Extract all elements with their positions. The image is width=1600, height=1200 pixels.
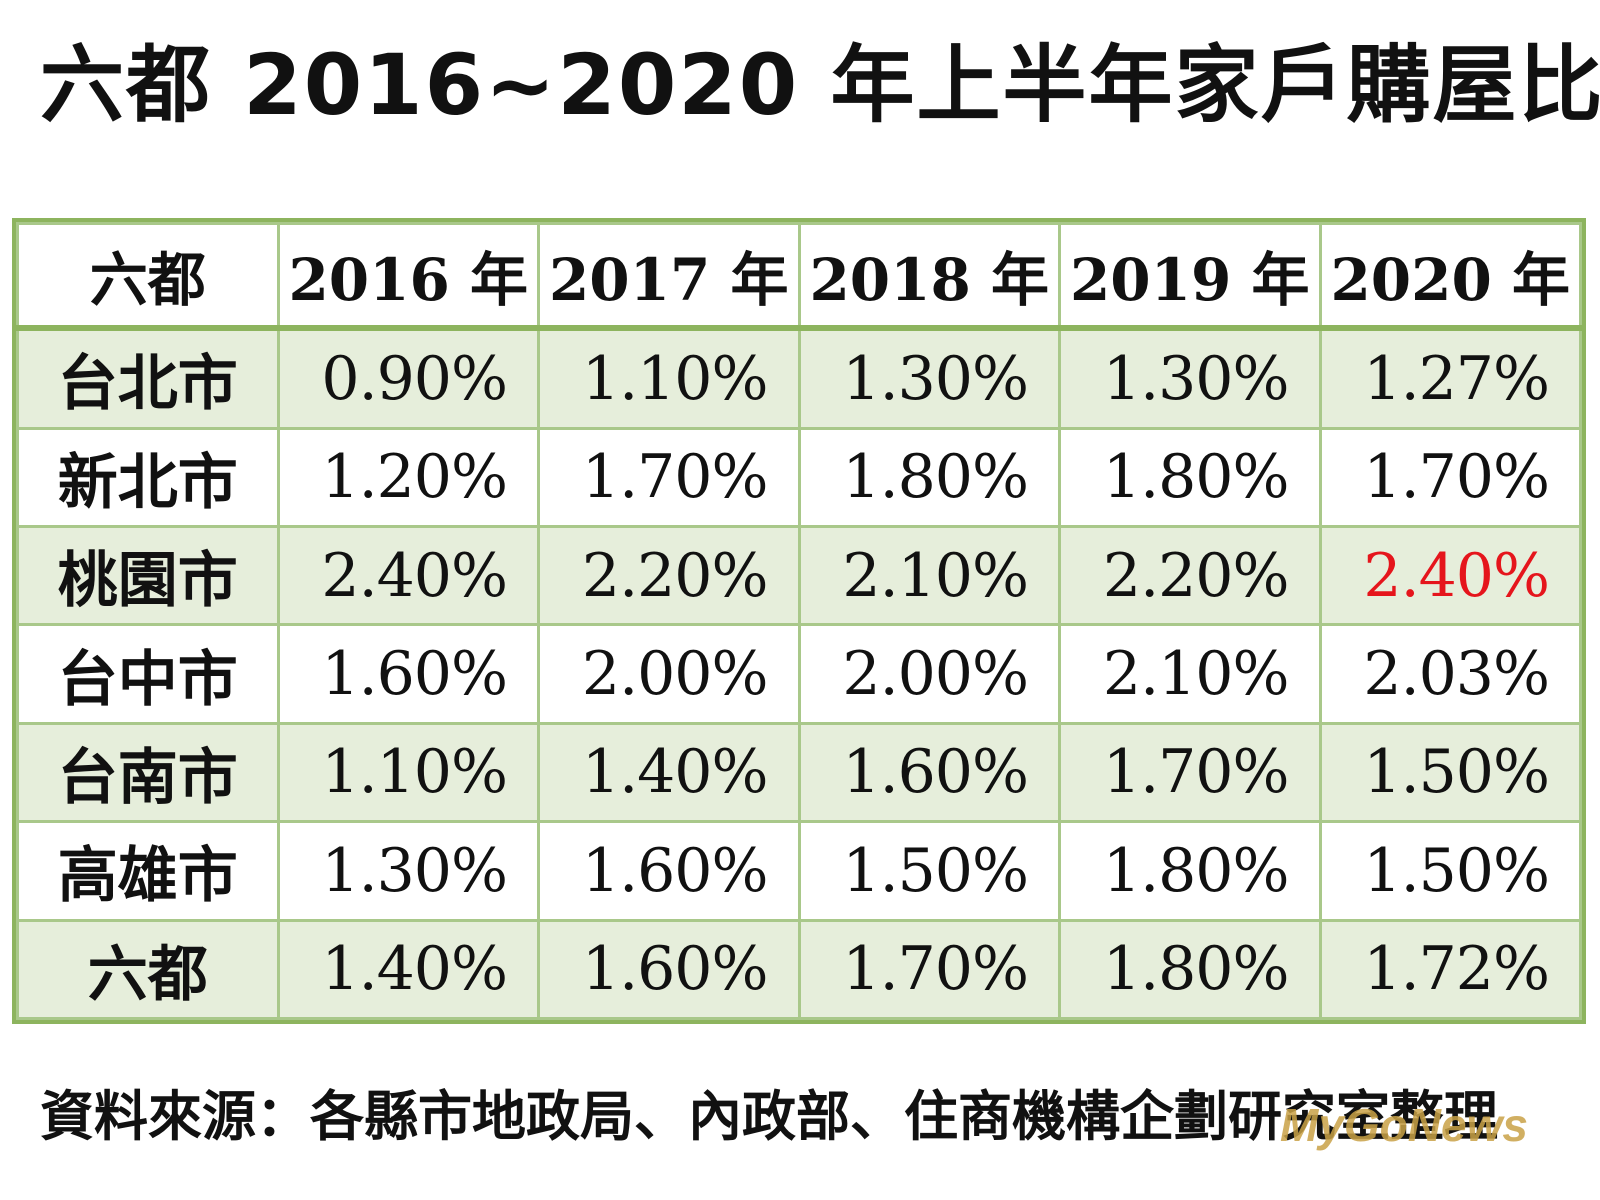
row-city-label: 六都 <box>16 918 280 1021</box>
value-cell: 2.00% <box>797 623 1061 725</box>
value-cell: 1.70% <box>797 918 1061 1021</box>
value-cell: 1.60% <box>537 918 801 1021</box>
column-header: 2016 年 <box>276 222 540 331</box>
row-city-label: 高雄市 <box>16 820 280 922</box>
table-row: 高雄市 1.30% 1.60% 1.50% 1.80% 1.50% <box>16 820 1582 922</box>
value-cell: 1.72% <box>1318 918 1582 1021</box>
value-cell: 1.70% <box>537 426 801 528</box>
column-header: 2020 年 <box>1318 222 1582 331</box>
value-cell: 1.40% <box>276 918 540 1021</box>
watermark-logo: MyGoNews <box>1280 1099 1528 1151</box>
value-cell: 1.30% <box>276 820 540 922</box>
table-row: 台中市 1.60% 2.00% 2.00% 2.10% 2.03% <box>16 623 1582 725</box>
value-cell: 1.10% <box>537 326 801 430</box>
value-cell: 1.30% <box>1058 326 1322 430</box>
value-cell: 2.20% <box>537 524 801 627</box>
value-cell: 1.80% <box>1058 426 1322 528</box>
table-row: 新北市 1.20% 1.70% 1.80% 1.80% 1.70% <box>16 426 1582 528</box>
column-header: 六都 <box>16 222 280 331</box>
value-cell: 0.90% <box>276 326 540 430</box>
column-header: 2019 年 <box>1058 222 1322 331</box>
value-cell: 1.20% <box>276 426 540 528</box>
value-cell: 2.20% <box>1058 524 1322 627</box>
value-cell: 1.50% <box>1318 721 1582 824</box>
row-city-label: 台南市 <box>16 721 280 824</box>
table-row: 台北市 0.90% 1.10% 1.30% 1.30% 1.27% <box>16 326 1582 430</box>
data-table-container: 六都 2016 年 2017 年 2018 年 2019 年 2020 年 台北… <box>12 218 1586 1024</box>
value-cell: 1.60% <box>537 820 801 922</box>
value-cell: 1.60% <box>276 623 540 725</box>
table-row: 台南市 1.10% 1.40% 1.60% 1.70% 1.50% <box>16 721 1582 824</box>
column-header: 2018 年 <box>797 222 1061 331</box>
value-cell: 1.80% <box>797 426 1061 528</box>
value-cell: 2.03% <box>1318 623 1582 725</box>
table-row: 桃園市 2.40% 2.20% 2.10% 2.20% 2.40% <box>16 524 1582 627</box>
table-body: 台北市 0.90% 1.10% 1.30% 1.30% 1.27% 新北市 1.20% 1.70… <box>16 326 1582 1021</box>
chart-title: 六都 2016~2020 年上半年家戶購屋比 <box>40 36 1600 134</box>
header-row: 六都 2016 年 2017 年 2018 年 2019 年 2020 年 <box>16 222 1582 331</box>
value-cell: 1.50% <box>1318 820 1582 922</box>
value-cell: 2.10% <box>1058 623 1322 725</box>
column-header: 2017 年 <box>537 222 801 331</box>
value-cell: 1.50% <box>797 820 1061 922</box>
value-cell-highlight: 2.40% <box>1318 524 1582 627</box>
value-cell: 1.10% <box>276 721 540 824</box>
data-table: 六都 2016 年 2017 年 2018 年 2019 年 2020 年 台北… <box>16 222 1582 1021</box>
value-cell: 2.40% <box>276 524 540 627</box>
row-city-label: 新北市 <box>16 426 280 528</box>
row-city-label: 桃園市 <box>16 524 280 627</box>
row-city-label: 台中市 <box>16 623 280 725</box>
value-cell: 2.00% <box>537 623 801 725</box>
value-cell: 1.40% <box>537 721 801 824</box>
value-cell: 2.10% <box>797 524 1061 627</box>
table-row: 六都 1.40% 1.60% 1.70% 1.80% 1.72% <box>16 918 1582 1021</box>
value-cell: 1.70% <box>1058 721 1322 824</box>
value-cell: 1.60% <box>797 721 1061 824</box>
value-cell: 1.27% <box>1318 326 1582 430</box>
row-city-label: 台北市 <box>16 326 280 430</box>
value-cell: 1.70% <box>1318 426 1582 528</box>
source-note: 資料來源：各縣市地政局、內政部、住商機構企劃研究室整理 <box>40 1085 1498 1148</box>
value-cell: 1.80% <box>1058 918 1322 1021</box>
value-cell: 1.80% <box>1058 820 1322 922</box>
value-cell: 1.30% <box>797 326 1061 430</box>
